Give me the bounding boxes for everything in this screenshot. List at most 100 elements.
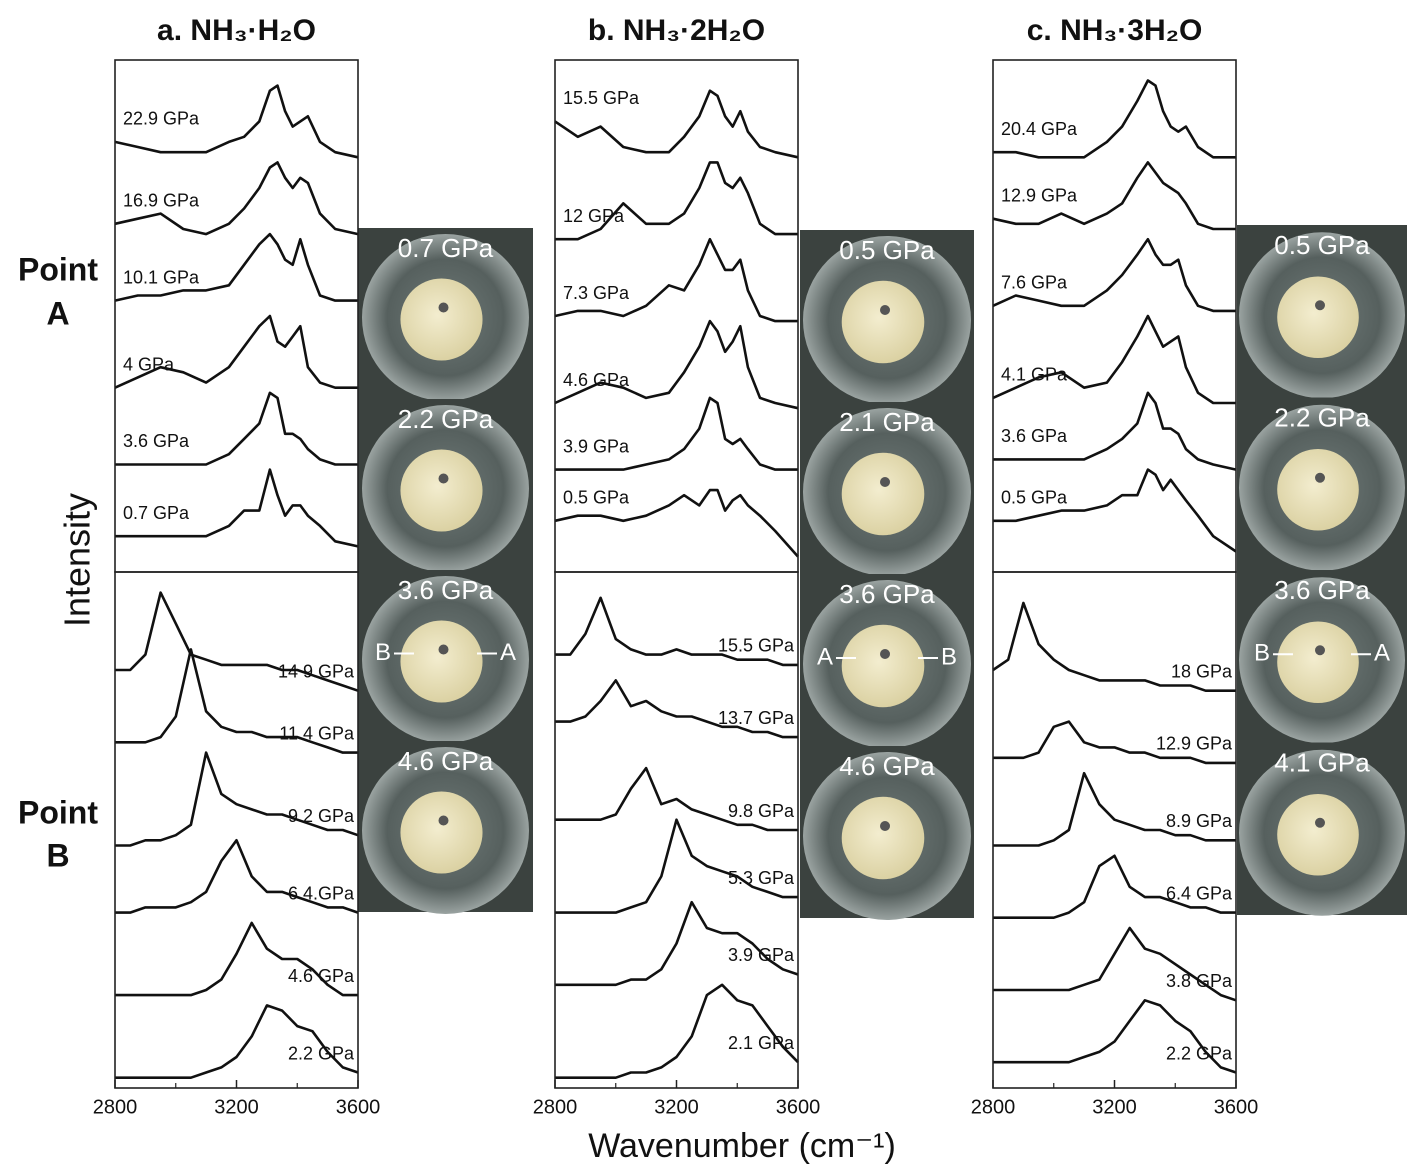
chart-title: a. NH₃·H₂O <box>157 14 316 47</box>
ruby <box>438 815 449 826</box>
spectrum <box>555 766 798 832</box>
sample-chamber <box>841 452 925 536</box>
row-label: Point <box>18 251 98 287</box>
spectrum-label: 4.6 GPa <box>563 370 630 390</box>
sample-chamber <box>1277 793 1359 876</box>
marker-label: B <box>1254 640 1270 667</box>
spectrum <box>554 319 799 410</box>
spectrum-label: 16.9 GPa <box>123 191 200 211</box>
spectrum-label: 0.5 GPa <box>1001 488 1068 508</box>
y-axis-label: Intensity <box>57 493 98 627</box>
spectrum-label: 12.9 GPa <box>1001 185 1078 205</box>
spectrum-label: 3.9 GPa <box>563 436 630 456</box>
spectrum-label: 14 9.GPa <box>278 661 355 681</box>
spectrum-label: 3.8 GPa <box>1166 971 1233 991</box>
spectrum-label: 15.5 GPa <box>718 636 795 656</box>
spectrum-label: 10.1 GPa <box>123 267 200 287</box>
spectrum <box>555 161 798 241</box>
spectrum-label: 2.1 GPa <box>728 1033 795 1053</box>
spectrum <box>115 591 359 692</box>
x-tick-label: 2800 <box>533 1096 578 1118</box>
spectrum-label: 7.6 GPa <box>1001 273 1068 293</box>
spectrum-label: 3.6 GPa <box>1001 426 1068 446</box>
micrograph-label: 2.1 GPa <box>839 407 935 437</box>
micrograph-label: 4.6 GPa <box>398 746 494 776</box>
micrograph-label: 2.2 GPa <box>398 404 494 434</box>
spectrum-label: 7.3 GPa <box>563 283 630 303</box>
x-tick-label: 3200 <box>654 1096 699 1118</box>
row-label: B <box>46 837 69 873</box>
spectrum <box>993 771 1236 847</box>
ruby <box>1315 817 1325 828</box>
spectrum <box>555 679 798 739</box>
spectrum-label: 4 GPa <box>123 354 175 374</box>
spectrum-label: 18 GPa <box>1171 661 1233 681</box>
spectrum-label: 20.4 GPa <box>1001 119 1078 139</box>
spectrum <box>555 983 799 1079</box>
sample-chamber <box>1277 621 1359 704</box>
ruby <box>1315 300 1325 311</box>
spectrum <box>992 161 1236 231</box>
ruby <box>880 477 890 487</box>
marker-label: A <box>817 643 833 670</box>
spectrum <box>555 596 798 667</box>
x-tick-label: 3600 <box>336 1096 381 1118</box>
spectrum <box>992 314 1236 405</box>
sample-chamber <box>841 796 925 880</box>
marker-label: A <box>500 639 516 666</box>
micrograph-label: 3.6 GPa <box>1274 575 1370 605</box>
spectrum-label: 6 4.GPa <box>288 883 355 903</box>
sample-chamber <box>400 620 483 703</box>
micrograph-label: 3.6 GPa <box>398 575 494 605</box>
spectrum-label: 9.2 GPa <box>288 806 355 826</box>
ruby <box>880 305 890 315</box>
micrograph-label: 0.5 GPa <box>839 235 935 265</box>
spectrum-label: 6.4 GPa <box>1166 883 1233 903</box>
ruby <box>438 302 449 313</box>
micrograph-label: 0.7 GPa <box>398 233 494 263</box>
micrograph-label: 4.6 GPa <box>839 751 935 781</box>
spectrum <box>993 468 1237 553</box>
spectrum-label: 11.4 GPa <box>279 723 355 743</box>
spectrum <box>554 89 799 159</box>
ruby <box>1315 472 1325 483</box>
micrograph-label: 3.6 GPa <box>839 579 935 609</box>
spectrum <box>115 921 358 997</box>
spectrum <box>114 161 359 236</box>
spectrum-label: 12.9 GPa <box>1156 734 1233 754</box>
sample-chamber <box>400 791 483 874</box>
spectrum <box>555 818 798 914</box>
x-tick-label: 3200 <box>1092 1096 1137 1118</box>
spectrum <box>555 900 799 987</box>
sample-chamber <box>841 280 925 364</box>
spectrum <box>554 237 798 323</box>
ruby <box>438 644 449 655</box>
sample-chamber <box>400 278 483 361</box>
spectrum <box>993 391 1237 471</box>
marker-label: A <box>1374 640 1390 667</box>
spectrum-label: 4.6 GPa <box>288 966 355 986</box>
ruby <box>1315 645 1325 656</box>
spectrum <box>115 751 359 847</box>
sample-chamber <box>400 449 483 532</box>
x-tick-label: 3600 <box>776 1096 821 1118</box>
x-tick-label: 3600 <box>1214 1096 1259 1118</box>
spectrum-label: 4.1 GPa <box>1001 365 1068 385</box>
ruby <box>880 649 890 659</box>
x-axis-label: Wavenumber (cm⁻¹) <box>588 1127 896 1165</box>
plot-frame <box>114 59 359 573</box>
chart-title: b. NH₃·2H₂O <box>588 14 765 47</box>
spectrum <box>993 926 1237 1002</box>
marker-label: B <box>375 639 391 666</box>
spectrum-label: 3.6 GPa <box>123 431 190 451</box>
spectrum <box>115 468 359 548</box>
spectrum-label: 22.9 GPa <box>123 109 200 129</box>
marker-label: B <box>941 643 957 670</box>
spectrum <box>992 601 1236 692</box>
sample-chamber <box>1277 276 1359 359</box>
sample-chamber <box>841 624 925 708</box>
micrograph-label: 0.5 GPa <box>1274 230 1370 260</box>
spectrum <box>115 391 358 466</box>
x-tick-label: 2800 <box>93 1096 138 1118</box>
